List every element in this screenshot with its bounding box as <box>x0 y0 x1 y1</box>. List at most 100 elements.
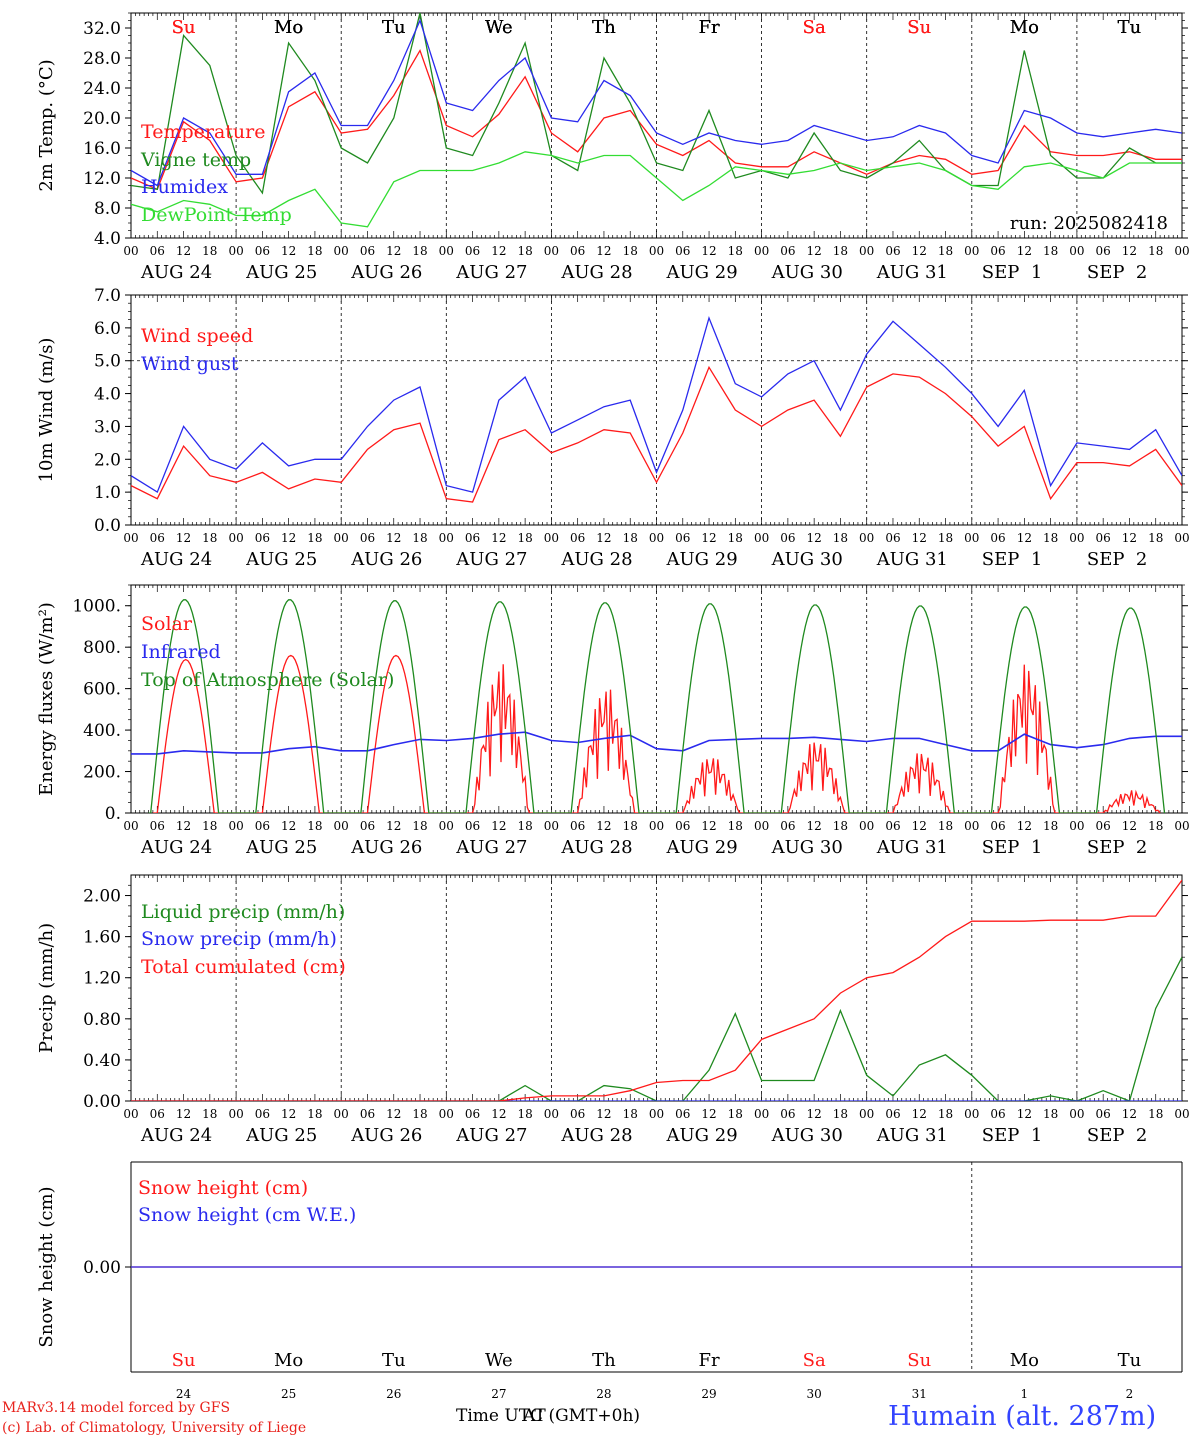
hour-tick-label: 06 <box>360 819 375 833</box>
hour-tick-label: 06 <box>780 1107 795 1121</box>
hour-tick-label: 00 <box>1069 244 1084 258</box>
weekday-label: We <box>485 17 513 38</box>
hour-tick-label: 18 <box>517 819 532 833</box>
hour-tick-label: 00 <box>1174 531 1189 545</box>
series-line-total-cumulated-cm- <box>131 879 1182 1101</box>
day-label: AUG 24 <box>140 1125 212 1146</box>
day-label: AUG 30 <box>771 549 843 570</box>
hour-tick-label: 06 <box>465 1107 480 1121</box>
hour-tick-label: 00 <box>964 1107 979 1121</box>
day-label: AUG 29 <box>666 837 738 858</box>
hour-tick-label: 06 <box>255 819 270 833</box>
hour-tick-label: 12 <box>281 531 296 545</box>
day-label: AUG 31 <box>876 1125 948 1146</box>
hour-tick-label: 18 <box>1043 531 1058 545</box>
y-tick-label: 5.0 <box>94 352 121 372</box>
hour-tick-label: 00 <box>1174 819 1189 833</box>
y-tick-label: 20.0 <box>83 109 121 129</box>
hour-tick-label: 12 <box>176 819 191 833</box>
y-tick-label: 0.80 <box>83 1010 121 1030</box>
y-tick-label: 7.0 <box>94 286 121 306</box>
legend-entry: Humidex <box>141 176 228 198</box>
hour-tick-label: 18 <box>307 1107 322 1121</box>
hour-tick-label: 12 <box>912 1107 927 1121</box>
hour-tick-label: 06 <box>360 244 375 258</box>
hour-tick-label: 00 <box>123 531 138 545</box>
hour-tick-label: 12 <box>1122 1107 1137 1121</box>
hour-tick-label: 00 <box>1069 819 1084 833</box>
panel-4 <box>125 874 1188 1102</box>
hour-tick-label: 06 <box>885 244 900 258</box>
day-label: SEP 2 <box>1087 837 1147 858</box>
hour-tick-label: 00 <box>544 1107 559 1121</box>
weekday-label: Fr <box>699 17 720 38</box>
hour-tick-label: 06 <box>360 531 375 545</box>
hour-tick-label: 00 <box>439 819 454 833</box>
weekday-label: Tu <box>382 1350 406 1371</box>
legend-entry: Vigne temp <box>140 149 251 171</box>
hour-tick-label: 12 <box>807 244 822 258</box>
hour-tick-label: 12 <box>386 244 401 258</box>
day-label: AUG 29 <box>666 1125 738 1146</box>
weekday-label: Sa <box>803 17 826 38</box>
hour-tick-label: 00 <box>649 244 664 258</box>
hour-tick-label: 12 <box>1017 1107 1032 1121</box>
day-number-label: 24 <box>176 1387 192 1401</box>
weekday-label: Mo <box>1010 1350 1039 1371</box>
hour-tick-label: 12 <box>281 1107 296 1121</box>
hour-tick-label: 00 <box>859 531 874 545</box>
panel-2 <box>125 294 1188 526</box>
legend-entry: Total cumulated (cm) <box>141 956 346 978</box>
weekday-label: Su <box>172 17 196 38</box>
y-tick-label: 6.0 <box>94 319 121 339</box>
day-label: AUG 30 <box>771 837 843 858</box>
weekday-label: Th <box>592 17 616 38</box>
hour-tick-label: 00 <box>334 1107 349 1121</box>
hour-tick-label: 12 <box>281 244 296 258</box>
day-label: AUG 25 <box>245 837 317 858</box>
weekday-label: Tu <box>382 17 406 38</box>
hour-tick-label: 06 <box>360 1107 375 1121</box>
day-label: AUG 27 <box>455 262 527 283</box>
hour-tick-label: 00 <box>228 819 243 833</box>
hour-tick-label: 12 <box>912 819 927 833</box>
weekday-label: Tu <box>1118 1350 1142 1371</box>
hour-tick-label: 18 <box>728 1107 743 1121</box>
hour-tick-label: 18 <box>412 819 427 833</box>
hour-tick-label: 06 <box>570 244 585 258</box>
weekday-label: Su <box>907 17 931 38</box>
run-label: run: 2025082418 <box>1010 213 1168 234</box>
weekday-label: Fr <box>699 17 720 38</box>
series-line-temperature <box>131 48 1182 191</box>
weekday-label: Mo <box>274 17 303 38</box>
y-tick-label: 12.0 <box>83 169 121 189</box>
lab-credit: (c) Lab. of Climatology, University of L… <box>2 1420 307 1436</box>
hour-tick-label: 00 <box>334 244 349 258</box>
legend-entry: Temperature <box>141 121 265 143</box>
hour-tick-label: 12 <box>1017 531 1032 545</box>
day-label: AUG 31 <box>876 262 948 283</box>
hour-tick-label: 12 <box>1122 531 1137 545</box>
hour-tick-label: 18 <box>202 531 217 545</box>
hour-tick-label: 00 <box>334 819 349 833</box>
hour-tick-label: 00 <box>964 819 979 833</box>
hour-tick-label: 12 <box>912 244 927 258</box>
weekday-label: Tu <box>382 17 406 38</box>
hour-tick-label: 18 <box>202 244 217 258</box>
y-tick-label: 3.0 <box>94 417 121 437</box>
hour-tick-label: 06 <box>675 244 690 258</box>
hour-tick-label: 12 <box>701 244 716 258</box>
hour-tick-label: 00 <box>754 1107 769 1121</box>
day-label: SEP 1 <box>982 837 1042 858</box>
y-tick-label: 4.0 <box>94 385 121 405</box>
y-tick-label: 0.0 <box>94 516 121 536</box>
hour-tick-label: 18 <box>938 1107 953 1121</box>
y-tick-label: 8.0 <box>94 199 121 219</box>
weekday-label: Fr <box>699 1350 720 1371</box>
legend-entry: Wind gust <box>141 353 239 375</box>
station-title: Humain (alt. 287m) <box>888 1401 1157 1432</box>
day-label: AUG 26 <box>350 262 422 283</box>
series-line-dewpoint-temp <box>131 151 1182 228</box>
hour-tick-label: 12 <box>596 819 611 833</box>
hour-tick-label: 00 <box>859 244 874 258</box>
